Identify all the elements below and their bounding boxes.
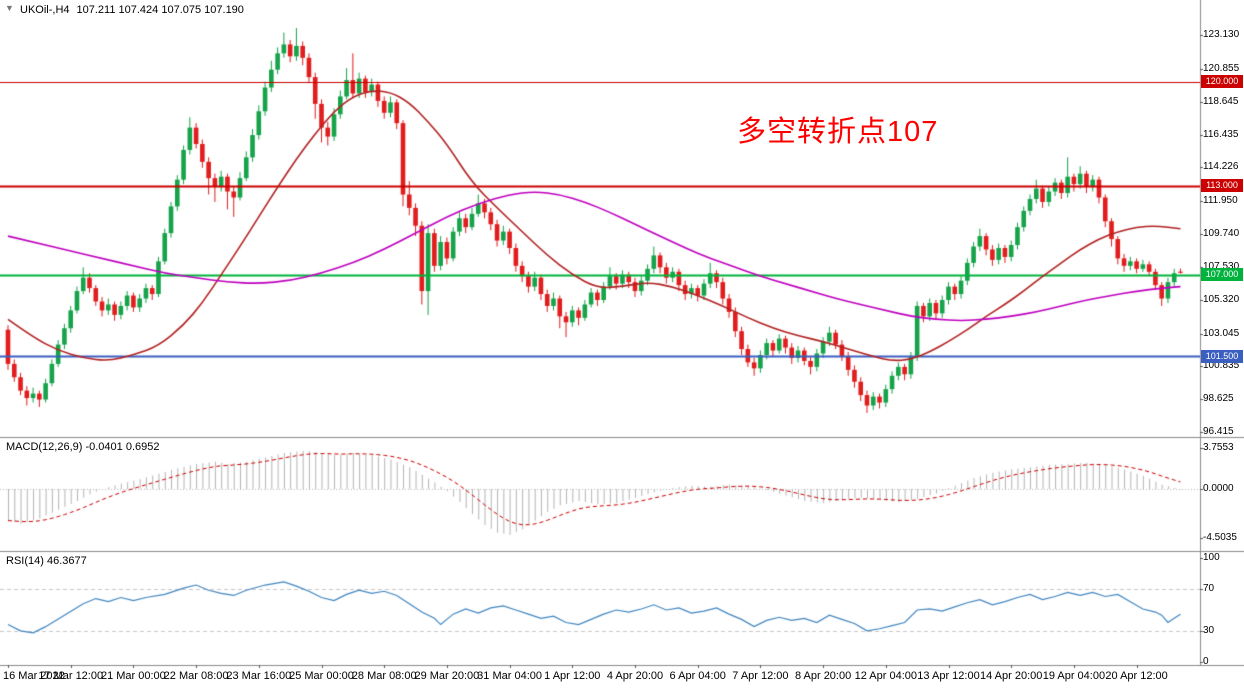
- price-axis-label: 105.320: [1203, 293, 1240, 305]
- hline-price-badge: 101.500: [1201, 349, 1243, 363]
- time-axis-label: 23 Mar 16:00: [226, 670, 292, 682]
- rsi-axis-label: 70: [1203, 583, 1215, 595]
- price-axis-label: 123.130: [1203, 29, 1240, 41]
- price-axis-label: 116.435: [1203, 128, 1239, 140]
- price-axis-label: 114.226: [1203, 161, 1239, 173]
- time-axis-label: 29 Mar 20:00: [414, 670, 480, 682]
- macd-header: MACD(12,26,9) -0.0401 0.6952: [6, 441, 160, 453]
- chart-annotation-text: 多空转折点107: [737, 116, 939, 148]
- ohlc-values: 107.211 107.424 107.075 107.190: [76, 4, 244, 16]
- time-axis-label: 17 Mar 12:00: [38, 670, 104, 682]
- price-axis-label: 120.855: [1203, 62, 1240, 74]
- time-axis-label: 8 Apr 20:00: [794, 670, 852, 682]
- macd-axis-label: 3.7553: [1203, 442, 1234, 454]
- time-axis-label: 16 Mar 2022: [3, 670, 65, 682]
- time-axis-label: 28 Mar 08:00: [351, 670, 417, 682]
- time-axis-label: 13 Apr 12:00: [917, 670, 980, 682]
- hline-price-badge: 113.000: [1201, 179, 1243, 193]
- time-axis-label: 25 Mar 00:00: [289, 670, 354, 682]
- time-axis-label: 1 Apr 12:00: [544, 670, 601, 682]
- price-axis-label: 107.530: [1203, 260, 1240, 272]
- price-axis-label: 103.045: [1203, 327, 1240, 339]
- rsi-axis-label: 100: [1203, 552, 1220, 563]
- price-axis-label: 98.625: [1203, 393, 1234, 405]
- rsi-axis-label: 0: [1203, 656, 1209, 667]
- time-axis-label: 31 Mar 04:00: [477, 670, 543, 682]
- price-axis-label: 118.645: [1203, 95, 1239, 107]
- time-axis-label: 14 Apr 20:00: [979, 670, 1043, 682]
- price-axis-label: 111.950: [1203, 195, 1238, 207]
- time-axis-label: 19 Apr 04:00: [1042, 670, 1106, 682]
- time-axis-label: 20 Apr 12:00: [1105, 670, 1168, 682]
- time-axis-label: 6 Apr 04:00: [669, 670, 726, 682]
- hline-price-badge: 107.000: [1201, 268, 1243, 282]
- rsi-axis-label: 30: [1203, 624, 1215, 636]
- time-axis-label: 22 Mar 08:00: [163, 670, 229, 682]
- price-axis-label: 100.835: [1203, 360, 1240, 372]
- symbol-period-label: UKOil-,H4: [20, 4, 70, 16]
- time-axis-label: 12 Apr 04:00: [854, 670, 917, 682]
- price-axis-label: 96.415: [1203, 426, 1234, 438]
- chart-header: UKOil-,H4 107.211 107.424 107.075 107.190: [20, 4, 244, 16]
- hline-price-badge: 120.000: [1201, 75, 1243, 89]
- rsi-header: RSI(14) 46.3677: [6, 555, 87, 567]
- macd-axis-label: -4.5035: [1203, 532, 1237, 544]
- time-axis-label: 4 Apr 20:00: [606, 670, 664, 682]
- time-axis-label: 21 Mar 00:00: [100, 670, 166, 682]
- macd-axis-label: 0.0000: [1203, 483, 1234, 494]
- time-axis-label: 7 Apr 12:00: [732, 670, 789, 682]
- symbol-dropdown-icon[interactable]: ▼: [5, 3, 14, 13]
- price-axis-label: 109.740: [1203, 228, 1240, 240]
